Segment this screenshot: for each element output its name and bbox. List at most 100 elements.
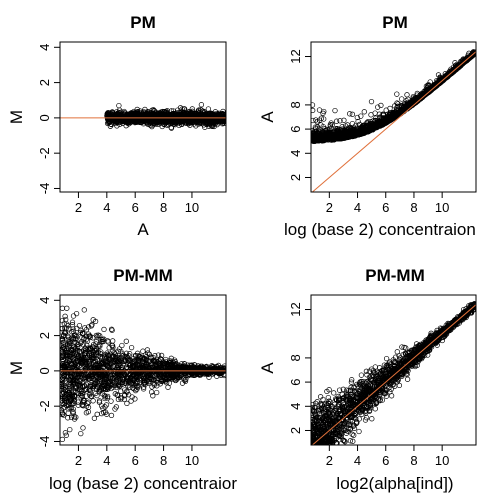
x-axis-label: A [137,220,149,239]
data-point [320,136,326,142]
data-point [327,133,333,140]
data-point [181,106,188,112]
data-point [150,393,156,399]
data-point [118,354,125,361]
y-tick-label: -4 [37,183,52,195]
data-point [154,389,160,396]
data-point [156,119,162,125]
data-point [441,75,447,82]
data-point [132,396,138,402]
plot-frame [310,41,477,193]
data-point [125,116,131,122]
data-point [135,114,142,120]
data-point [402,105,409,111]
data-point [332,107,338,114]
data-point [175,114,181,120]
data-point [361,109,367,115]
data-point [107,119,113,125]
data-point [404,92,410,98]
data-point [90,398,96,404]
data-point [60,305,66,311]
plot-frame [59,41,227,193]
data-point [417,96,424,102]
data-point [65,357,71,363]
data-point [427,84,434,91]
data-point [323,127,330,133]
data-point [71,416,78,422]
data-point [435,72,442,78]
data-point [90,317,96,323]
data-point [116,361,122,367]
data-point [198,114,205,120]
data-point [363,124,370,131]
y-tick-label: 12 [288,49,303,63]
data-point [132,387,139,394]
data-point [146,351,153,358]
data-point [112,406,118,412]
data-point [380,111,386,118]
data-point [341,117,347,123]
data-point [124,400,130,407]
data-point [320,123,326,130]
data-point [347,111,353,117]
data-point [162,115,168,122]
data-point [158,356,164,362]
data-point [63,361,69,367]
data-point [368,112,374,118]
data-point [108,412,115,419]
data-point [101,338,107,344]
scatter-points [311,49,476,144]
data-point [116,383,123,389]
data-point [468,53,474,60]
data-point [71,414,77,420]
data-point [121,111,127,117]
data-point [428,86,434,93]
data-point [64,321,70,327]
data-point [66,326,72,332]
data-point [182,378,189,384]
data-point [62,430,69,436]
data-point [220,108,226,115]
data-point [314,119,320,125]
x-tick-label: 2 [326,200,333,215]
x-axis-ticks: 2 4 6 8 10 [326,192,449,215]
data-point [98,358,105,364]
data-point [364,126,371,132]
data-point [94,411,100,417]
data-point [165,384,171,390]
data-point [359,130,365,136]
data-point [144,120,150,126]
data-point [368,98,375,105]
data-point [60,383,65,389]
data-point [124,389,130,395]
y-tick-label: 8 [288,101,303,108]
data-point [141,380,147,386]
data-point [165,372,172,378]
data-point [311,107,316,114]
data-point [93,341,99,347]
data-point [69,319,76,325]
data-point [378,102,384,109]
data-point [355,118,361,125]
data-point [403,104,410,110]
x-axis-ticks: 2 4 6 8 10 [75,192,199,215]
data-point [434,82,440,88]
y-tick-label: 0 [37,114,52,121]
data-point [347,132,353,138]
data-point [130,118,137,124]
data-point [457,63,463,69]
data-point [81,335,87,341]
panel-title: PM-MM [113,266,172,285]
x-tick-label: 10 [185,200,199,215]
x-tick-label: 10 [435,200,449,215]
data-point [427,79,433,85]
data-point [72,385,78,391]
data-point [62,313,68,319]
data-point [201,120,207,126]
y-tick-label: -2 [37,147,52,159]
data-point [115,116,121,123]
data-point [125,392,132,398]
data-point [140,386,147,392]
